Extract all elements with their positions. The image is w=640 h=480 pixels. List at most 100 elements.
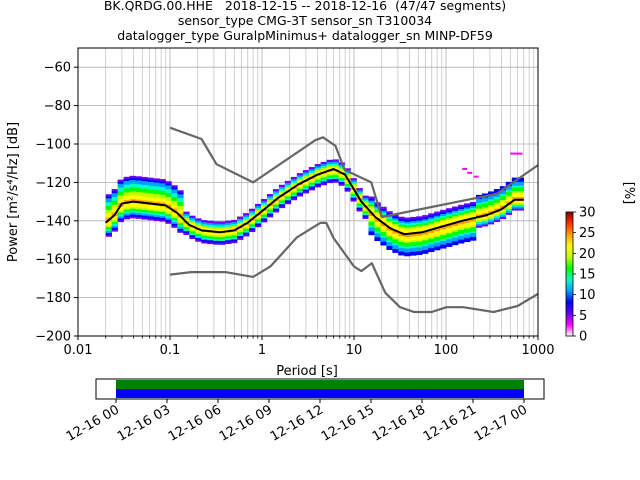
psd-cell <box>135 187 142 191</box>
psd-cell <box>249 224 256 227</box>
psd-cell <box>105 234 112 237</box>
psd-cell <box>237 233 244 237</box>
psd-cell <box>147 198 154 202</box>
psd-cell <box>464 214 471 218</box>
psd-cell <box>171 185 178 188</box>
psd-cell <box>159 213 166 216</box>
psd-cell <box>177 222 184 226</box>
psd-cell <box>475 200 483 203</box>
psd-cell <box>207 232 214 235</box>
psd-cell <box>129 193 136 196</box>
psd-cell <box>231 237 238 240</box>
psd-cell <box>159 194 166 197</box>
psd-cell <box>386 218 393 222</box>
psd-cell <box>332 167 339 170</box>
psd-cell <box>326 167 333 170</box>
psd-cell <box>129 185 136 188</box>
psd-cell <box>499 197 507 200</box>
psd-cell <box>117 206 124 209</box>
psd-cell <box>117 185 124 188</box>
psd-cell <box>308 186 316 189</box>
psd-cell <box>386 211 393 214</box>
psd-cell <box>189 229 196 232</box>
psd-cell <box>278 192 286 195</box>
psd-cell <box>165 202 172 205</box>
psd-cell <box>183 223 190 226</box>
psd-cell <box>141 211 148 214</box>
psd-cell <box>111 210 118 213</box>
psd-cell <box>123 190 130 193</box>
psd-cell <box>308 188 316 191</box>
psd-cell <box>254 207 262 210</box>
psd-cell <box>344 172 351 175</box>
psd-cell <box>368 206 375 209</box>
psd-cell <box>129 210 136 213</box>
psd-cell <box>517 206 525 209</box>
psd-cell <box>326 159 333 163</box>
psd-cell <box>416 233 423 236</box>
psd-cell <box>308 178 316 181</box>
psd-cell <box>135 216 142 219</box>
psd-cell <box>440 219 447 222</box>
psd-cell <box>290 182 298 185</box>
psd-cell <box>517 202 525 205</box>
psd-cell <box>452 239 459 242</box>
psd-cell <box>344 175 351 179</box>
psd-cell <box>398 253 405 256</box>
psd-cell <box>446 225 453 228</box>
psd-cell <box>195 235 202 238</box>
psd-cell <box>493 212 501 215</box>
psd-cell <box>320 179 327 182</box>
psd-cell <box>189 232 196 236</box>
psd-cell <box>398 230 405 233</box>
psd-cell <box>105 217 112 220</box>
psd-cell <box>493 200 501 203</box>
psd-cell <box>153 214 160 218</box>
psd-cell <box>434 228 441 232</box>
psd-cell <box>189 231 196 234</box>
psd-cell <box>392 239 399 242</box>
psd-cell <box>464 203 471 206</box>
psd-cell <box>231 227 238 230</box>
psd-cell <box>165 217 172 220</box>
psd-cell <box>374 238 381 242</box>
psd-cell <box>511 208 519 211</box>
psd-cell <box>237 222 244 225</box>
psd-cell <box>171 206 178 209</box>
psd-cell <box>135 203 142 206</box>
psd-cell <box>231 231 238 234</box>
psd-cell <box>141 188 148 191</box>
psd-cell <box>440 230 447 234</box>
psd-cell <box>469 213 477 216</box>
psd-cell <box>254 217 262 220</box>
psd-cell <box>374 225 381 228</box>
psd-cell <box>464 230 471 233</box>
psd-cell <box>225 226 232 229</box>
psd-cell <box>517 152 523 155</box>
psd-cell <box>350 191 357 194</box>
psd-cell <box>219 232 226 236</box>
psd-cell <box>177 205 184 208</box>
psd-cell <box>517 181 525 184</box>
psd-cell <box>272 191 280 194</box>
psd-cell <box>177 201 184 205</box>
psd-cell <box>416 241 423 244</box>
psd-cell <box>344 181 351 184</box>
psd-cell <box>392 235 399 238</box>
psd-cell <box>105 199 112 203</box>
psd-cell <box>410 230 417 233</box>
psd-cell <box>410 236 417 239</box>
psd-cell <box>147 210 154 213</box>
psd-cell <box>410 251 417 254</box>
psd-cell <box>201 237 208 240</box>
psd-cell <box>117 198 124 202</box>
psd-cell <box>302 172 310 175</box>
timeline-tick-label: 12-16 00 <box>64 402 122 444</box>
psd-cell <box>111 194 118 198</box>
psd-cell <box>249 220 256 223</box>
psd-cell <box>266 205 274 208</box>
psd-cell <box>458 206 465 209</box>
psd-cell <box>440 227 447 230</box>
psd-cell <box>469 228 477 232</box>
psd-cell <box>517 183 525 186</box>
